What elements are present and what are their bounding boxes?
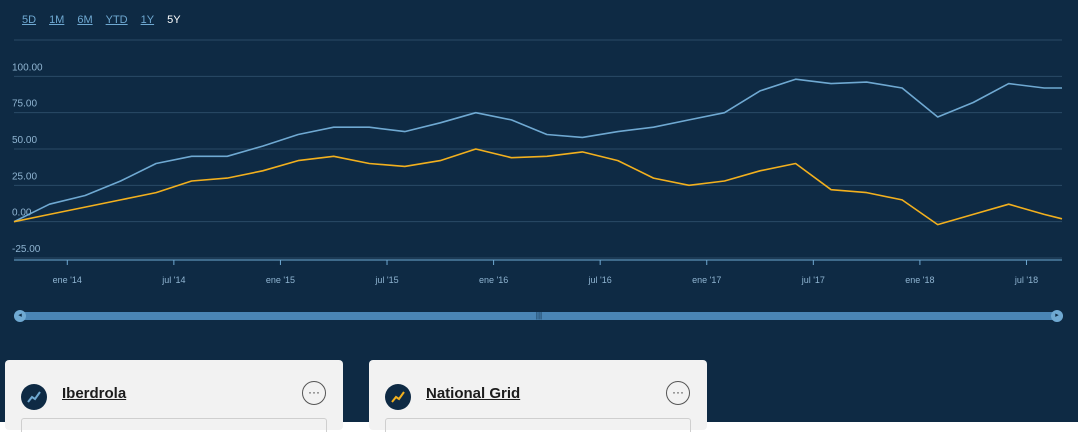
chart-panel: 5D 1M 6M YTD 1Y 5Y -25.00 0.00 25.00 50.00 7…: [0, 0, 1078, 422]
x-tick-label: ene '14: [53, 275, 82, 285]
x-tick-label: jul '15: [374, 275, 398, 285]
x-tick-label: ene '18: [905, 275, 934, 285]
series-name-link[interactable]: National Grid: [426, 385, 521, 402]
ellipsis-icon[interactable]: ···: [666, 381, 690, 405]
series-name-link[interactable]: Iberdrola: [62, 385, 127, 402]
range-1y[interactable]: 1Y: [140, 14, 155, 26]
card-detail-box: [385, 418, 691, 432]
range-navigator[interactable]: ◂ ||| ▸: [14, 309, 1063, 323]
y-tick-label: -25.00: [12, 244, 41, 255]
trend-line-icon: [385, 384, 411, 410]
y-tick-label: 75.00: [12, 99, 37, 110]
series-card-national-grid: National Grid ···: [369, 360, 707, 432]
x-tick-label: ene '17: [692, 275, 721, 285]
line-chart: -25.00 0.00 25.00 50.00 75.00 100.00 ene '14 ju…: [12, 39, 1063, 285]
x-tick-label: ene '15: [266, 275, 295, 285]
range-5d[interactable]: 5D: [22, 14, 37, 26]
card-detail-box: [21, 418, 327, 432]
y-tick-label: 100.00: [12, 62, 43, 73]
range-1m[interactable]: 1M: [49, 14, 65, 26]
y-tick-label: 50.00: [12, 135, 37, 146]
chevron-right-icon[interactable]: ▸: [1051, 310, 1063, 322]
grip-icon[interactable]: |||: [535, 311, 543, 320]
chevron-left-icon[interactable]: ◂: [14, 310, 26, 322]
range-5y[interactable]: 5Y: [167, 14, 181, 26]
x-tick-label: jul '18: [1014, 275, 1038, 285]
x-tick-label: jul '17: [801, 275, 825, 285]
range-ytd[interactable]: YTD: [105, 14, 128, 26]
navigator-track[interactable]: [14, 312, 1063, 320]
y-tick-label: 25.00: [12, 171, 37, 182]
series-line-iberdrola: [13, 78, 1062, 223]
x-tick-label: jul '14: [161, 275, 185, 285]
series-line-national-grid: [13, 148, 1063, 226]
x-tick-label: ene '16: [479, 275, 508, 285]
y-tick-label: 0.00: [12, 208, 32, 219]
range-selector: 5D 1M 6M YTD 1Y 5Y: [22, 14, 194, 26]
series-card-iberdrola: Iberdrola ···: [5, 360, 343, 432]
ellipsis-icon[interactable]: ···: [302, 381, 326, 405]
trend-line-icon: [21, 384, 47, 410]
range-6m[interactable]: 6M: [77, 14, 93, 26]
x-tick-label: jul '16: [588, 275, 612, 285]
